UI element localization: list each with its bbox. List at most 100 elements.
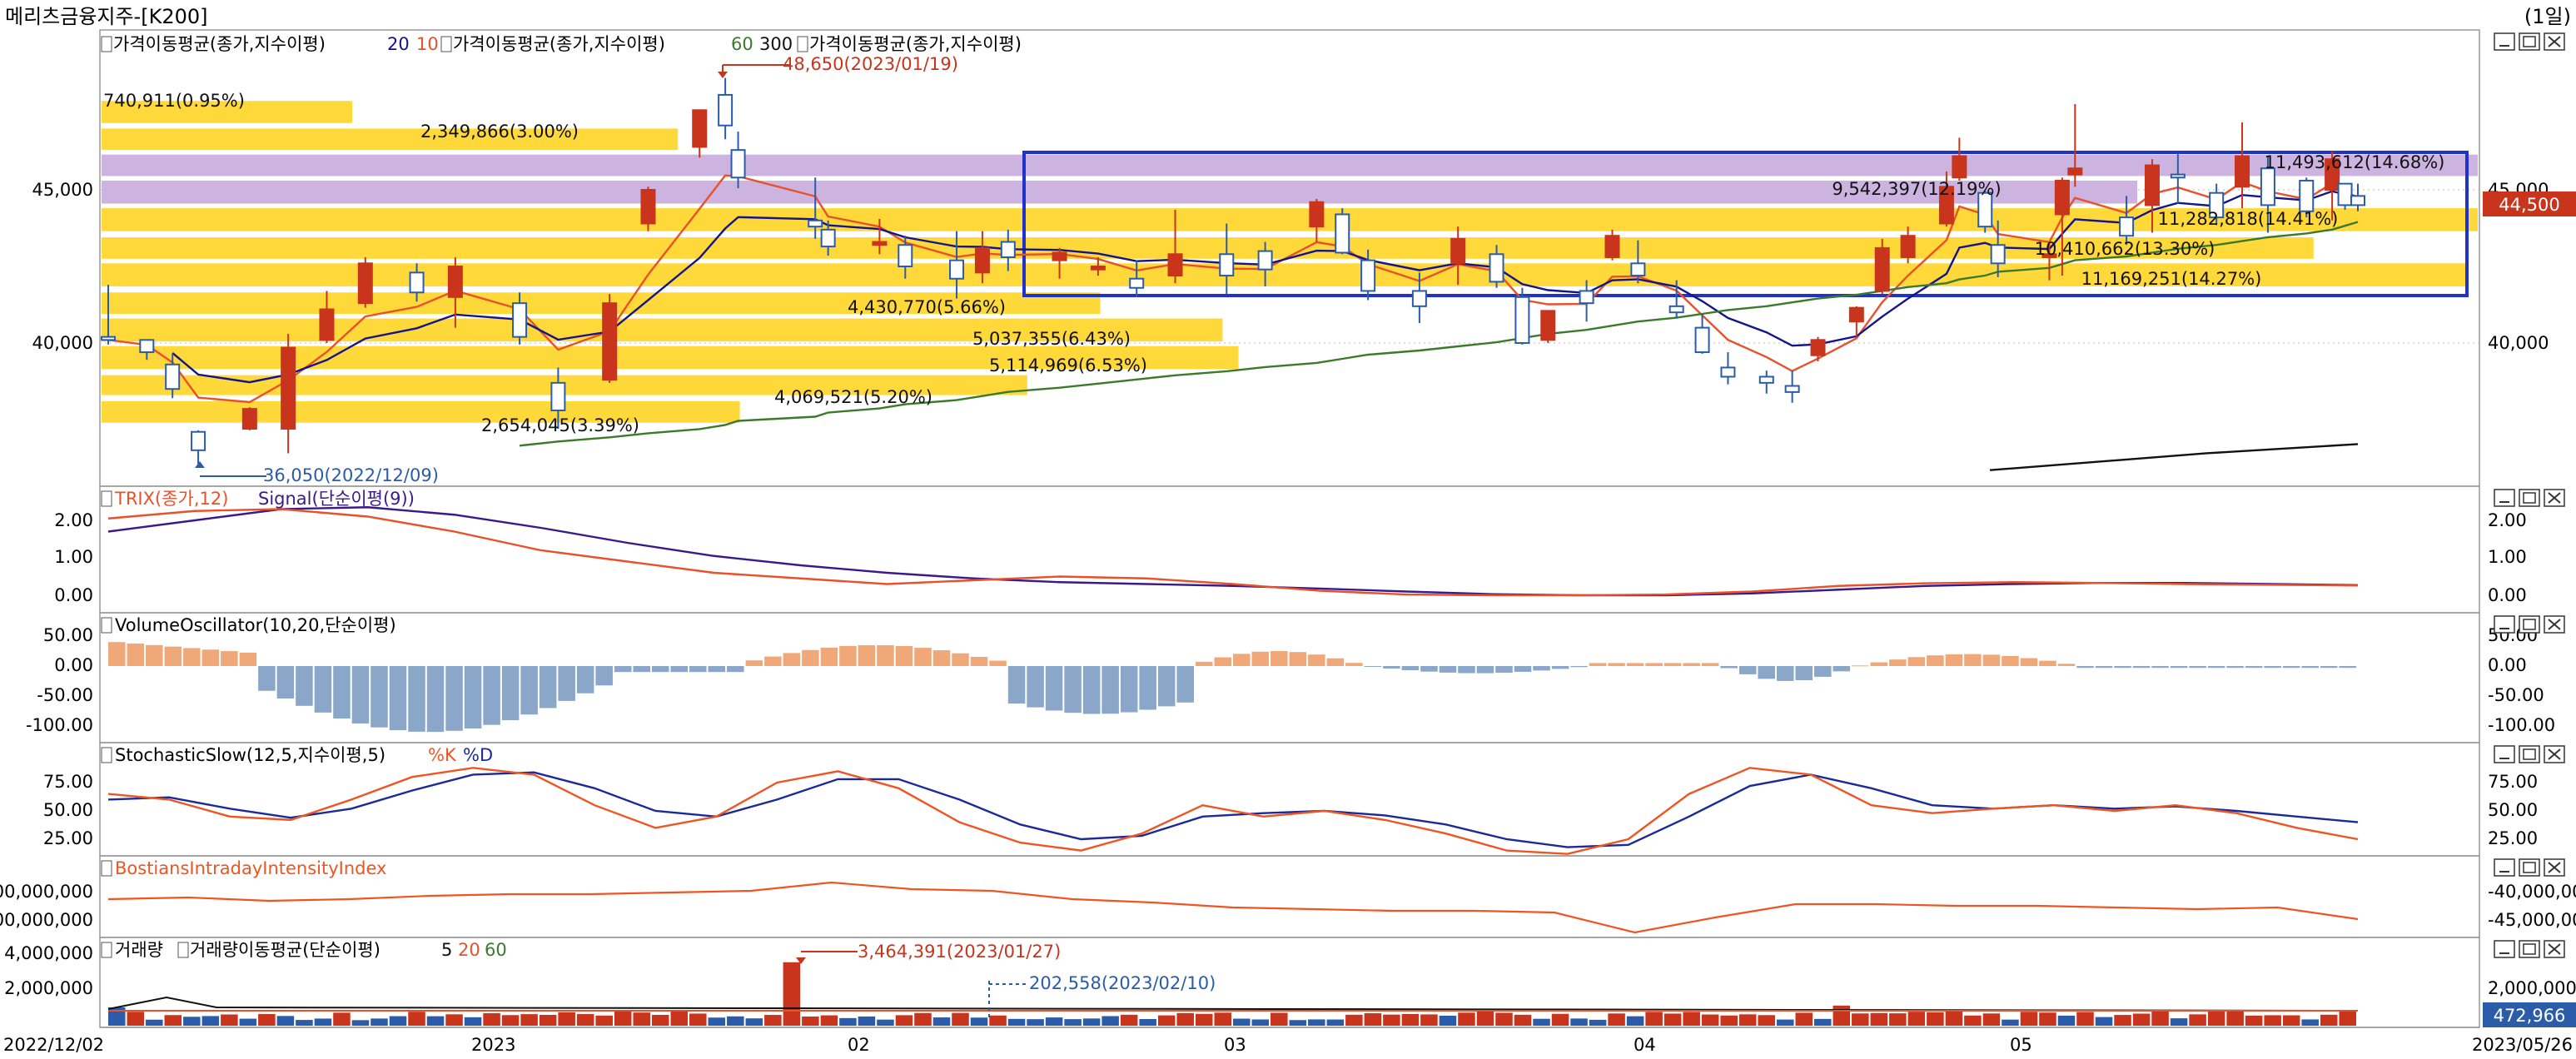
close-icon-stroke — [2548, 943, 2561, 955]
oscillator-bar — [2132, 666, 2151, 669]
candle-body — [1874, 246, 1890, 292]
volume-bar — [2207, 1011, 2225, 1026]
candle-body — [1129, 277, 1145, 289]
volume-bar — [2339, 1011, 2356, 1026]
pane-minimize-icon[interactable] — [2494, 745, 2515, 763]
pane-minimize-icon[interactable] — [2494, 32, 2515, 51]
candle-body — [101, 336, 116, 341]
volume-bar — [2002, 1019, 2019, 1026]
high-annotation: 48,650(2023/01/19) — [718, 54, 958, 78]
bii-tick-right-1: -40,000,000 — [2488, 882, 2576, 902]
vosc-tick-m100: -100.00 — [26, 715, 93, 735]
pane-maximize-icon[interactable] — [2519, 489, 2540, 507]
volume-bar — [2245, 1015, 2263, 1026]
volume-bar — [914, 1012, 932, 1026]
last-price: 44,500 — [2499, 195, 2559, 215]
oscillator-bar — [1251, 651, 1270, 666]
pane-minimize-icon[interactable] — [2494, 489, 2515, 507]
oscillator-bar — [2339, 666, 2356, 669]
volume-bar — [633, 1012, 650, 1026]
trix-legend: TRIX(종가,12) — [114, 489, 228, 509]
oscillator-bar — [932, 650, 951, 666]
oscillator-bar — [408, 666, 425, 732]
volume-low-label: 202,558(2023/02/10) — [1029, 973, 1216, 993]
price-tick-40000: 40,000 — [32, 333, 93, 353]
candle-body — [1052, 251, 1067, 261]
volume-bar — [670, 1011, 689, 1026]
volume-bar — [839, 1017, 857, 1026]
vosc-legend: VolumeOscillator(10,20,단순이평) — [115, 615, 396, 635]
pane-maximize-icon[interactable] — [2519, 32, 2540, 51]
oscillator-bar — [1833, 666, 1851, 672]
price-legend-2: 가격이동평균(종가,지수이평) — [453, 34, 665, 54]
pane-maximize-icon[interactable] — [2519, 940, 2540, 958]
volume-bar — [1945, 1012, 1963, 1026]
volume-profile — [102, 101, 2478, 423]
candle-body — [1848, 306, 1864, 323]
bii-tick-right-2: -45,000,000 — [2488, 910, 2576, 930]
oscillator-bar — [2320, 666, 2338, 669]
oscillator-bar — [1383, 666, 1400, 669]
oscillator-bar — [1663, 663, 1682, 666]
candle-body — [1990, 244, 2006, 265]
pane-minimize-icon[interactable] — [2494, 615, 2515, 634]
pane-maximize-icon[interactable] — [2519, 745, 2540, 763]
volume-bar — [858, 1016, 876, 1026]
legend-marker-icon — [101, 36, 112, 52]
volume-bar — [1364, 1013, 1382, 1026]
volume-bar — [1007, 1018, 1026, 1026]
candle-body — [1668, 305, 1684, 314]
volume-bar — [1758, 1015, 1775, 1026]
oscillator-bar — [1233, 654, 1251, 666]
oscillator-bar — [1645, 663, 1663, 666]
x-label-05: 05 — [2010, 1035, 2032, 1055]
candle-body — [1900, 235, 1916, 258]
volume-bar — [483, 1013, 500, 1026]
oscillator-bar — [1027, 666, 1044, 708]
oscillator-bar — [2020, 658, 2038, 666]
oscillator-bar — [333, 666, 351, 718]
candle-body — [2067, 167, 2083, 176]
volume-bar — [1027, 1019, 1044, 1026]
candle-body — [2119, 216, 2135, 237]
volume-profile-label: 9,542,397(12.19%) — [1832, 179, 2001, 199]
oscillator-bar — [558, 666, 575, 701]
volume-bar — [1551, 1013, 1569, 1026]
candle-body — [357, 262, 373, 305]
oscillator-bar — [727, 666, 744, 673]
oscillator-bar — [1927, 655, 1944, 666]
volume-bar — [1157, 1015, 1176, 1026]
candle-body — [2299, 179, 2315, 212]
candle-body — [949, 259, 965, 280]
range-box[interactable] — [1022, 151, 2469, 297]
volume-bar — [2114, 1015, 2131, 1026]
pane-minimize-icon[interactable] — [2494, 858, 2515, 877]
candle-body — [1694, 326, 1710, 354]
volume-bar — [2095, 1017, 2113, 1026]
volume-bar — [1645, 1012, 1663, 1026]
oscillator-bar — [146, 644, 163, 666]
candle-body — [319, 308, 335, 341]
volume-bar — [1439, 1015, 1457, 1026]
pane-maximize-icon[interactable] — [2519, 615, 2540, 634]
volume-bar — [877, 1019, 894, 1026]
volume-bar — [708, 1017, 726, 1026]
volume-bar — [1139, 1019, 1156, 1026]
oscillator-bar — [1326, 658, 1345, 666]
volume-bar — [2301, 1019, 2319, 1026]
candle-body — [1257, 250, 1273, 271]
high-price-label: 48,650(2023/01/19) — [783, 54, 958, 74]
volume-bar — [1982, 1013, 2001, 1026]
volume-profile-band — [102, 292, 1101, 315]
pane-maximize-icon[interactable] — [2519, 858, 2540, 877]
oscillator-bar — [2170, 666, 2188, 669]
volume-bar — [651, 1015, 669, 1026]
maximize-icon-shape — [2523, 492, 2536, 504]
candle-body — [1514, 296, 1530, 344]
pane-minimize-icon[interactable] — [2494, 940, 2515, 958]
volume-bar — [1795, 1012, 1813, 1026]
oscillator-bar — [2114, 666, 2131, 669]
vosc-tick-0: 0.00 — [54, 655, 93, 675]
oscillator-bar — [1420, 666, 1438, 672]
volume-bar — [2170, 1018, 2188, 1026]
